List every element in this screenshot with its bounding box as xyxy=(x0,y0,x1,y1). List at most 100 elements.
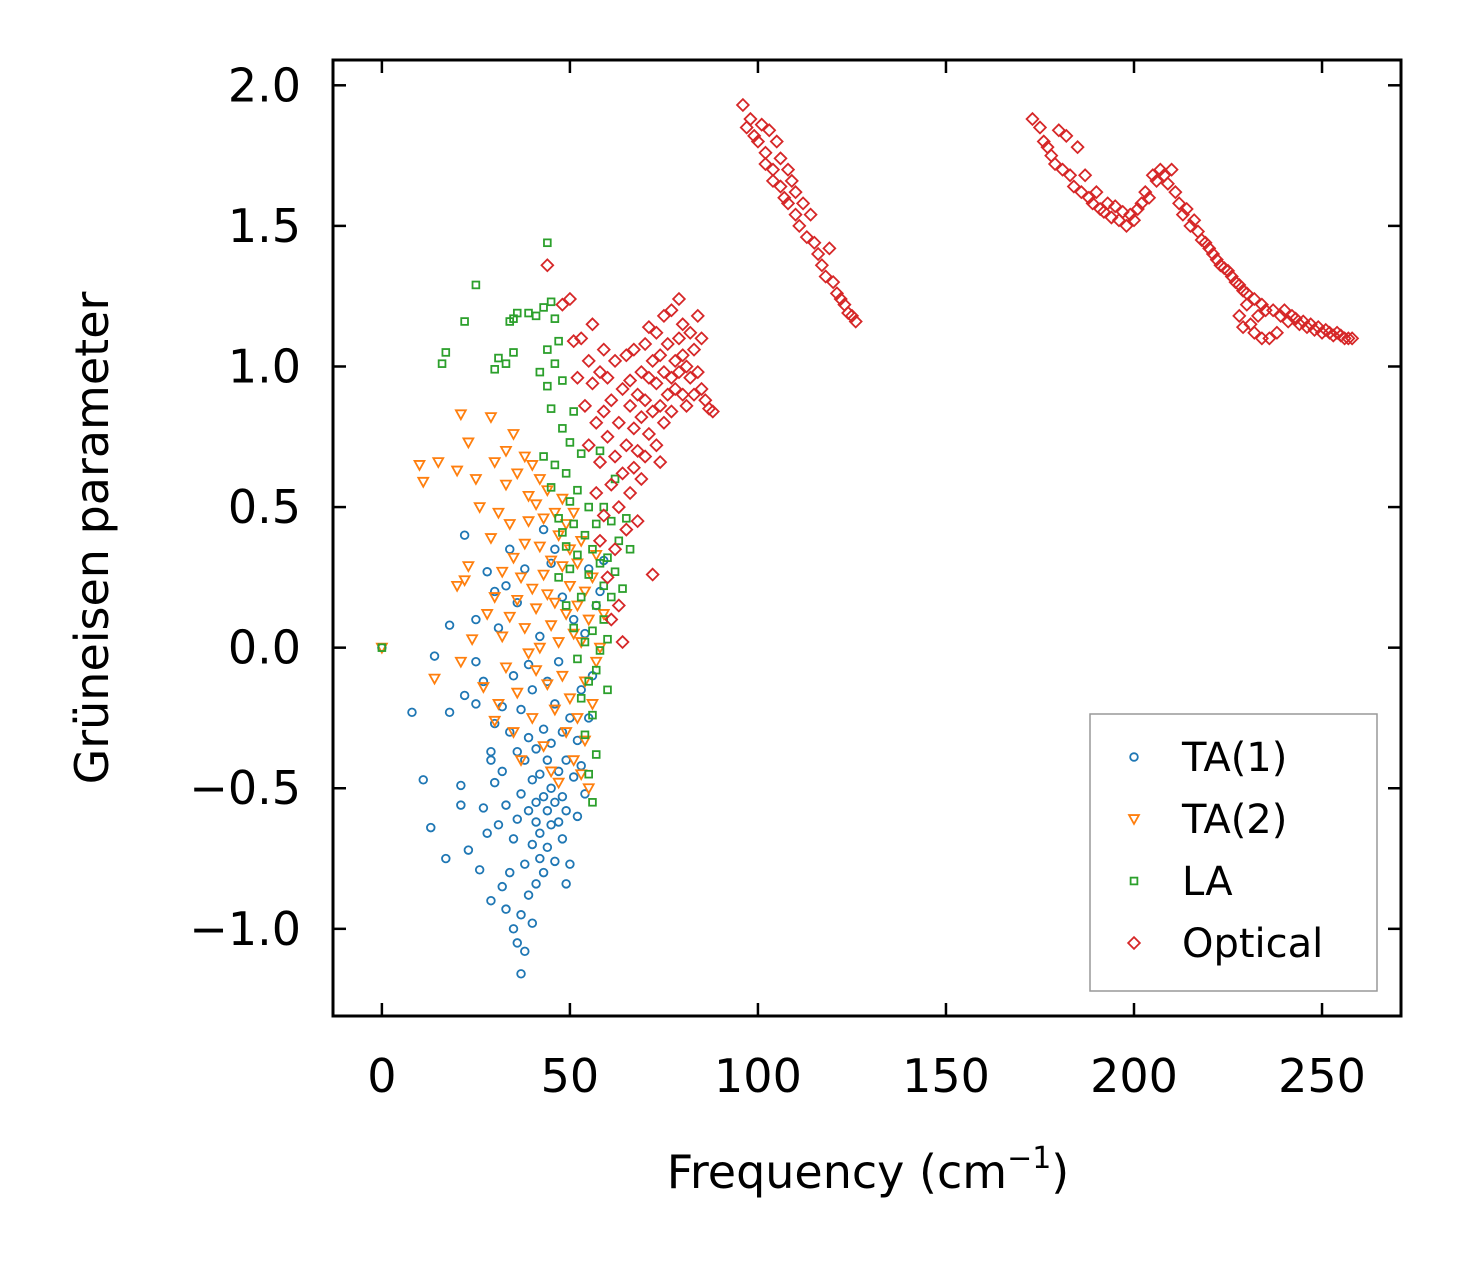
x-axis-title: Frequency (cm−1) xyxy=(667,1141,1070,1199)
x-tick-label: 150 xyxy=(902,1049,990,1103)
la-point xyxy=(546,404,556,413)
la-point xyxy=(543,238,552,248)
la-point xyxy=(565,497,575,506)
optical-point xyxy=(750,134,766,149)
ta-1-point xyxy=(512,814,522,824)
ta-2-point xyxy=(522,648,536,661)
ta-1-point xyxy=(535,769,545,779)
optical-point xyxy=(747,128,762,144)
optical-point xyxy=(1081,190,1096,205)
ta-1-point xyxy=(561,879,571,889)
y-axis-title: Grüneisen parameter xyxy=(65,291,119,784)
ta-2-point xyxy=(522,516,536,528)
la-point xyxy=(471,280,481,290)
optical-point xyxy=(1262,331,1277,346)
y-tick-label: 2.0 xyxy=(228,58,301,112)
optical-point xyxy=(769,134,784,149)
ta-2-point xyxy=(578,735,592,748)
ta-2-point xyxy=(559,519,573,531)
ta-2-point xyxy=(510,594,524,607)
optical-point xyxy=(1168,185,1183,200)
ta-2-point xyxy=(473,502,487,514)
optical-point xyxy=(641,370,657,385)
la-point xyxy=(554,514,563,523)
optical-point xyxy=(668,381,683,397)
ta-2-point xyxy=(495,566,509,579)
la-point xyxy=(584,769,593,779)
optical-point xyxy=(743,111,758,127)
la-point xyxy=(576,449,586,458)
optical-point xyxy=(600,429,615,444)
la-point xyxy=(610,567,620,577)
la-point xyxy=(561,601,571,610)
optical-point xyxy=(788,185,803,200)
optical-point xyxy=(581,438,596,453)
ta-1-point xyxy=(527,839,538,850)
ta-1-point xyxy=(572,811,583,822)
la-point xyxy=(580,530,590,540)
optical-point xyxy=(611,415,626,430)
la-point xyxy=(591,750,601,759)
ta-2-point xyxy=(537,513,551,526)
legend-label: TA(2) xyxy=(1181,797,1287,843)
optical-point xyxy=(641,426,657,442)
la-point xyxy=(558,528,567,537)
ta-2-point xyxy=(582,614,596,627)
ta-2-point xyxy=(537,741,551,753)
ta-1-point xyxy=(527,918,538,928)
la-point xyxy=(618,584,627,593)
ta-1-point xyxy=(463,845,474,855)
optical-point xyxy=(596,404,611,419)
ta-1-point xyxy=(471,614,481,625)
optical-point xyxy=(675,317,690,332)
ta-1-point xyxy=(561,806,571,816)
ta-2-point xyxy=(589,656,603,669)
optical-point xyxy=(1130,201,1145,217)
ta-1-point xyxy=(459,530,470,540)
optical-point xyxy=(784,173,799,189)
ta-2-point xyxy=(454,409,468,422)
optical-point xyxy=(822,241,837,256)
optical-point xyxy=(690,364,705,380)
ta-2-point xyxy=(525,713,539,725)
ta-2-point xyxy=(413,460,426,472)
optical-point xyxy=(833,291,848,307)
ta-2-point xyxy=(548,704,562,717)
optical-point xyxy=(1149,173,1164,189)
la-point xyxy=(614,536,624,546)
optical-point xyxy=(1220,263,1236,279)
la-point xyxy=(569,407,578,416)
optical-point xyxy=(754,117,769,132)
optical-point xyxy=(634,409,649,425)
ta-1-point xyxy=(418,775,428,785)
optical-point xyxy=(1288,311,1303,326)
ta-1-point xyxy=(535,631,545,642)
ta-1-point xyxy=(489,777,500,788)
optical-point xyxy=(611,499,626,515)
optical-point xyxy=(619,438,634,453)
optical-point xyxy=(1209,252,1224,267)
ta-2-point xyxy=(461,437,475,450)
la-point xyxy=(603,634,612,644)
ta-1-point xyxy=(535,853,545,864)
optical-point xyxy=(622,398,638,413)
optical-point xyxy=(660,387,675,402)
ta-1-point xyxy=(565,859,575,869)
la-point xyxy=(584,570,593,579)
ta-1-point xyxy=(535,828,545,838)
optical-point xyxy=(818,269,833,284)
optical-point xyxy=(675,348,690,363)
ta-2-point xyxy=(507,727,520,739)
ta-1-point xyxy=(426,822,436,833)
ta-2-point xyxy=(428,673,442,686)
optical-point xyxy=(1198,235,1213,250)
la-point xyxy=(622,514,631,523)
optical-point xyxy=(1032,120,1048,135)
la-point xyxy=(595,446,605,456)
la-point xyxy=(558,424,567,433)
ta-1-point xyxy=(546,783,556,793)
ta-2-point xyxy=(450,465,464,478)
ta-2-point xyxy=(484,533,498,545)
la-point xyxy=(607,592,616,602)
optical-point xyxy=(619,522,634,537)
